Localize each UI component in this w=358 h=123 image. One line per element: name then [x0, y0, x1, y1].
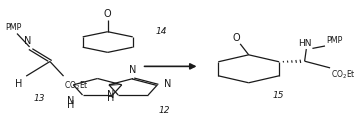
Text: H: H: [67, 100, 74, 110]
Text: 14: 14: [155, 27, 167, 36]
Text: 12: 12: [159, 106, 170, 115]
Text: H: H: [15, 79, 23, 89]
Polygon shape: [109, 84, 122, 86]
Text: N: N: [130, 65, 137, 76]
Text: N: N: [107, 90, 114, 100]
Text: 15: 15: [272, 91, 284, 100]
Text: O: O: [104, 9, 111, 19]
Text: N: N: [67, 96, 74, 106]
Text: N: N: [164, 79, 171, 89]
Text: H: H: [107, 93, 114, 103]
Text: O: O: [233, 33, 241, 43]
Text: PMP: PMP: [327, 36, 343, 45]
Text: HN: HN: [298, 39, 311, 48]
Text: CO$_2$Et: CO$_2$Et: [64, 79, 89, 92]
Text: N: N: [24, 36, 31, 46]
Text: 13: 13: [34, 94, 45, 103]
Text: CO$_2$Et: CO$_2$Et: [331, 69, 355, 81]
Text: PMP: PMP: [5, 23, 21, 32]
